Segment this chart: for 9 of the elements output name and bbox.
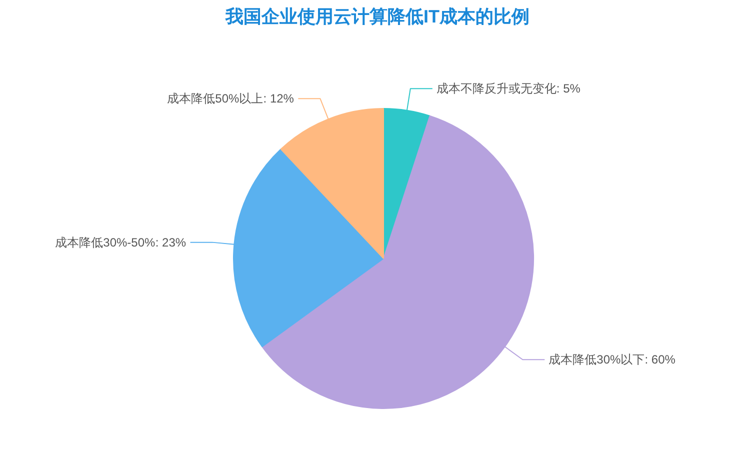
- slice-label: 成本不降反升或无变化: [436, 82, 556, 96]
- data-label: : 60%: [644, 352, 676, 367]
- slice-label: 成本降低30%以下: [548, 352, 645, 367]
- data-label: : 23%: [155, 235, 186, 250]
- slice-label: 成本降低30%-50%: [55, 235, 156, 250]
- slice-label: 成本降低50%以上: [167, 92, 264, 106]
- chart-title: 我国企业使用云计算降低IT成本的比例: [224, 6, 530, 26]
- data-label: : 5%: [556, 82, 581, 96]
- data-label: : 12%: [263, 92, 294, 106]
